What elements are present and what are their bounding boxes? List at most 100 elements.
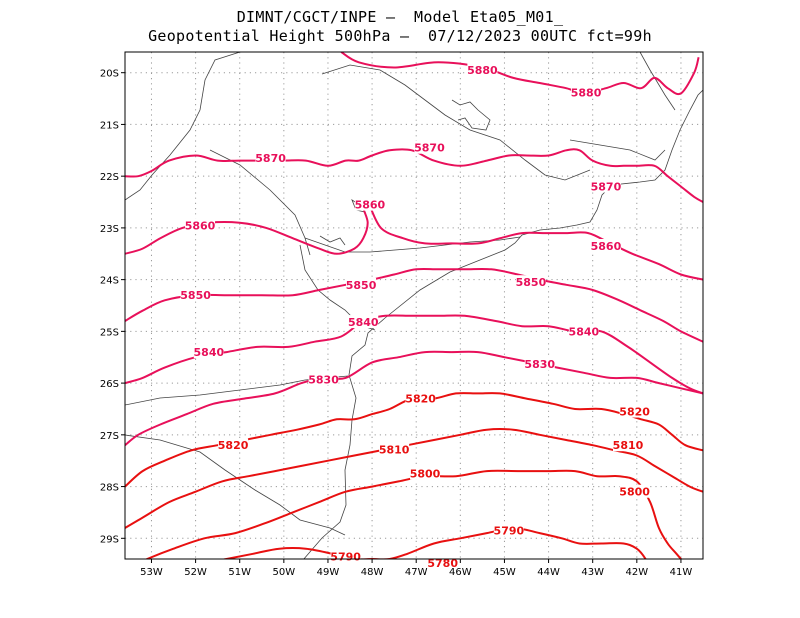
contour-label-halo xyxy=(346,277,377,291)
contour-label-halo xyxy=(515,275,546,289)
y-tick-label: 27S xyxy=(100,431,119,442)
contour-label-5870: 5870 xyxy=(414,142,445,155)
contour-label-halo xyxy=(379,442,410,456)
contour-label-halo xyxy=(255,151,286,165)
x-tick-label: 49W xyxy=(317,567,340,578)
chart-title-line-1: DIMNT/CGCT/INPE – Model Eta05_M01_ xyxy=(236,8,564,26)
contour-line-5800 xyxy=(144,469,683,559)
contour-line-5860 xyxy=(125,199,703,281)
state-border-sc-rs xyxy=(125,434,346,536)
x-tick-label: 42W xyxy=(626,567,649,578)
x-tick-label: 43W xyxy=(581,567,604,578)
contour-label-halo xyxy=(218,438,249,452)
contour-label-5830: 5830 xyxy=(524,358,555,371)
state-border-mg-sp xyxy=(321,64,591,181)
contour-label-halo xyxy=(524,356,555,370)
state-border-es xyxy=(639,52,676,111)
contour-label-5860: 5860 xyxy=(355,199,386,212)
contour-label-5790: 5790 xyxy=(330,550,361,563)
y-tick-label: 28S xyxy=(100,483,119,494)
contour-label-halo xyxy=(619,484,650,498)
contour-label-halo xyxy=(348,315,379,329)
contour-label-5880: 5880 xyxy=(467,64,498,77)
contour-label-5860: 5860 xyxy=(185,219,216,232)
state-border-sp-pr xyxy=(304,236,521,253)
x-tick-label: 48W xyxy=(361,567,384,578)
contour-label-5820: 5820 xyxy=(405,393,436,406)
y-tick-label: 23S xyxy=(100,224,119,235)
chart-title-line-2: Geopotential Height 500hPa – 07/12/2023 … xyxy=(148,27,652,45)
river-parana xyxy=(125,52,241,201)
contour-label-halo xyxy=(354,197,385,211)
contour-label-halo xyxy=(612,438,643,452)
contour-label-5810: 5810 xyxy=(379,443,410,456)
contour-label-halo xyxy=(590,239,621,253)
contour-label-halo xyxy=(410,466,441,480)
contour-label-5850: 5850 xyxy=(180,289,211,302)
contour-line-5790 xyxy=(221,526,647,559)
contour-label-5870: 5870 xyxy=(591,181,622,194)
coastline xyxy=(303,89,703,559)
x-tick-label: 53W xyxy=(140,567,163,578)
y-tick-label: 25S xyxy=(100,327,119,338)
contour-label-5820: 5820 xyxy=(218,439,249,452)
x-tick-label: 52W xyxy=(184,567,207,578)
contour-label-halo xyxy=(571,85,602,99)
contour-label-halo xyxy=(308,372,339,386)
contour-label-5790: 5790 xyxy=(494,525,525,538)
x-tick-label: 44W xyxy=(537,567,560,578)
contour-label-halo xyxy=(185,218,216,232)
y-tick-label: 22S xyxy=(100,172,119,183)
y-tick-label: 24S xyxy=(100,276,119,287)
x-tick-label: 41W xyxy=(670,567,693,578)
reservoir-south xyxy=(319,235,346,246)
x-tick-label: 47W xyxy=(405,567,428,578)
x-tick-label: 46W xyxy=(449,567,472,578)
x-tick-label: 45W xyxy=(493,567,516,578)
plot-frame xyxy=(124,51,704,560)
contour-label-halo xyxy=(414,140,445,154)
contour-label-halo xyxy=(568,324,599,338)
contour-label-halo xyxy=(619,404,650,418)
contour-label-5840: 5840 xyxy=(569,325,600,338)
height-contours xyxy=(125,52,703,559)
contour-line-5870 xyxy=(125,148,703,203)
contour-label-halo xyxy=(180,288,211,302)
contour-label-halo xyxy=(467,63,498,77)
y-tick-label: 21S xyxy=(100,120,119,131)
reservoir-furnas xyxy=(451,99,491,131)
y-tick-label: 20S xyxy=(100,69,119,80)
contour-label-5840: 5840 xyxy=(348,316,379,329)
y-axis-ticks: 20S 21S 22S 23S 24S 25S 26S 27S 28S 29S xyxy=(100,69,125,545)
contour-label-5830: 5830 xyxy=(308,373,339,386)
x-axis-ticks: 53W 52W 51W 50W 49W 48W 47W 46W 45W 44W 43W 42W 41W xyxy=(140,559,692,578)
lat-lon-grid xyxy=(125,52,703,559)
contour-line-5830 xyxy=(125,350,703,446)
x-tick-label: 50W xyxy=(273,567,296,578)
coastline-and-borders xyxy=(125,52,703,559)
contour-label-5840: 5840 xyxy=(194,346,225,359)
contour-label-5810: 5810 xyxy=(613,439,644,452)
contour-label-halo xyxy=(193,345,224,359)
contour-line-5880 xyxy=(340,52,700,96)
contour-label-5780: 5780 xyxy=(427,557,458,570)
x-tick-label: 51W xyxy=(228,567,251,578)
contour-label-5850: 5850 xyxy=(516,276,547,289)
contour-label-5800: 5800 xyxy=(619,486,650,499)
y-tick-label: 26S xyxy=(100,379,119,390)
state-border-mg xyxy=(209,149,311,256)
contour-line-5850 xyxy=(125,267,703,343)
contour-labels: 5880 5880 5870 5870 5870 5860 5860 5860 5850 5850… xyxy=(180,63,650,570)
contour-label-5800: 5800 xyxy=(410,468,441,481)
contour-line-5810 xyxy=(125,428,703,529)
contour-label-halo xyxy=(405,391,436,405)
contour-line-5840 xyxy=(125,314,703,395)
contour-label-5850: 5850 xyxy=(346,279,377,292)
contour-label-5860: 5860 xyxy=(591,240,622,253)
contour-label-5870: 5870 xyxy=(255,152,286,165)
y-tick-label: 29S xyxy=(100,534,119,545)
contour-label-halo xyxy=(493,523,524,537)
contour-label-5820: 5820 xyxy=(619,406,650,419)
contour-label-5880: 5880 xyxy=(571,86,602,99)
